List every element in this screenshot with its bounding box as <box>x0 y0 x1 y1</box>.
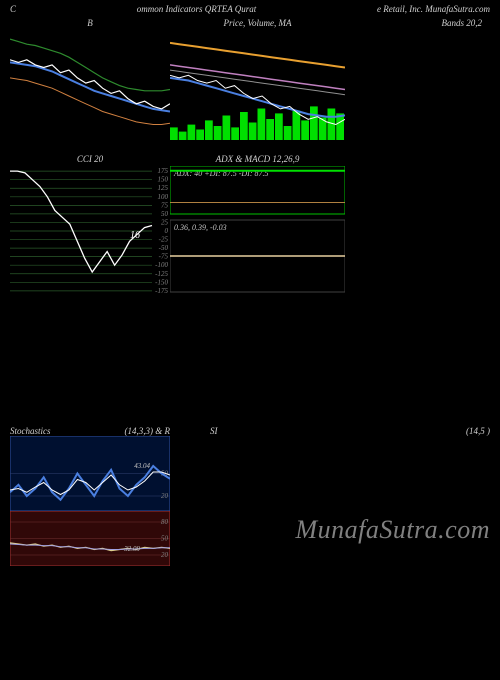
price-ma-title: Price, Volume, MA <box>170 16 345 30</box>
svg-text:150: 150 <box>158 176 169 184</box>
svg-text:-150: -150 <box>155 278 168 286</box>
svg-text:-175: -175 <box>155 287 168 295</box>
bbands-title-right: Bands 20,2 <box>345 16 490 30</box>
page-header: C ommon Indicators QRTEA Qurat e Retail,… <box>0 0 500 16</box>
adx-macd-chart: ADX: 40 +DI: 87.5 -DI: 87.50.36, 0.39, -… <box>170 166 345 296</box>
watermark: MunafaSutra.com <box>295 515 490 545</box>
bbands-chart <box>10 30 170 140</box>
svg-text:125: 125 <box>158 184 169 192</box>
row3-stoch: 502043.04 <box>0 436 500 511</box>
svg-text:100: 100 <box>158 193 169 201</box>
stoch-title-right: (14,3,3) & R <box>125 426 171 436</box>
svg-text:-75: -75 <box>159 253 169 261</box>
svg-text:0: 0 <box>165 227 169 235</box>
rsi-chart: 80 50 20 32.09 <box>10 511 170 566</box>
cci-chart: 1751501251007550250-25-50-75-100-125-150… <box>10 166 170 296</box>
svg-text:20: 20 <box>161 492 169 500</box>
svg-text:-25: -25 <box>159 236 169 244</box>
svg-text:-100: -100 <box>155 261 168 269</box>
svg-text:80: 80 <box>161 518 169 526</box>
header-right: e Retail, Inc. MunafaSutra.com <box>377 4 490 14</box>
svg-text:20: 20 <box>161 551 169 559</box>
svg-text:-125: -125 <box>155 270 168 278</box>
row2-charts: 1751501251007550250-25-50-75-100-125-150… <box>0 166 500 296</box>
rsi-title-left: SI <box>210 426 218 436</box>
rsi-title-right: (14,5 ) <box>466 426 490 436</box>
svg-text:50: 50 <box>161 535 169 543</box>
svg-text:0.36, 0.39, -0.03: 0.36, 0.39, -0.03 <box>174 223 227 232</box>
price-ma-panel <box>170 30 345 140</box>
svg-text:-50: -50 <box>159 244 169 252</box>
svg-text:75: 75 <box>161 201 169 209</box>
cci-title: CCI 20 <box>10 152 170 166</box>
stoch-chart: 502043.04 <box>10 436 170 511</box>
svg-text:175: 175 <box>158 167 169 175</box>
svg-text:16: 16 <box>130 230 140 241</box>
header-left: C <box>10 4 16 14</box>
price-ma-chart <box>170 30 345 140</box>
svg-text:32.09: 32.09 <box>123 545 140 553</box>
bbands-panel <box>10 30 170 140</box>
cci-panel: 1751501251007550250-25-50-75-100-125-150… <box>10 166 170 296</box>
bbands-title: B <box>10 16 170 30</box>
adx-macd-panel: ADX: 40 +DI: 87.5 -DI: 87.50.36, 0.39, -… <box>170 166 345 296</box>
row1-charts <box>0 30 500 140</box>
svg-text:25: 25 <box>161 218 169 226</box>
svg-text:50: 50 <box>161 210 169 218</box>
adx-macd-title: ADX & MACD 12,26,9 <box>170 152 345 166</box>
spacer <box>0 296 500 426</box>
header-center: ommon Indicators QRTEA Qurat <box>137 4 257 14</box>
row1-titles: B Price, Volume, MA Bands 20,2 <box>0 16 500 30</box>
svg-text:43.04: 43.04 <box>134 462 150 470</box>
rsi-panel: 80 50 20 32.09 <box>10 511 170 566</box>
row2-titles: CCI 20 ADX & MACD 12,26,9 <box>0 152 500 166</box>
stoch-panel: 502043.04 <box>10 436 170 511</box>
row3-titles: Stochastics (14,3,3) & R SI (14,5 ) <box>0 426 500 436</box>
stoch-title-left: Stochastics <box>10 426 51 436</box>
